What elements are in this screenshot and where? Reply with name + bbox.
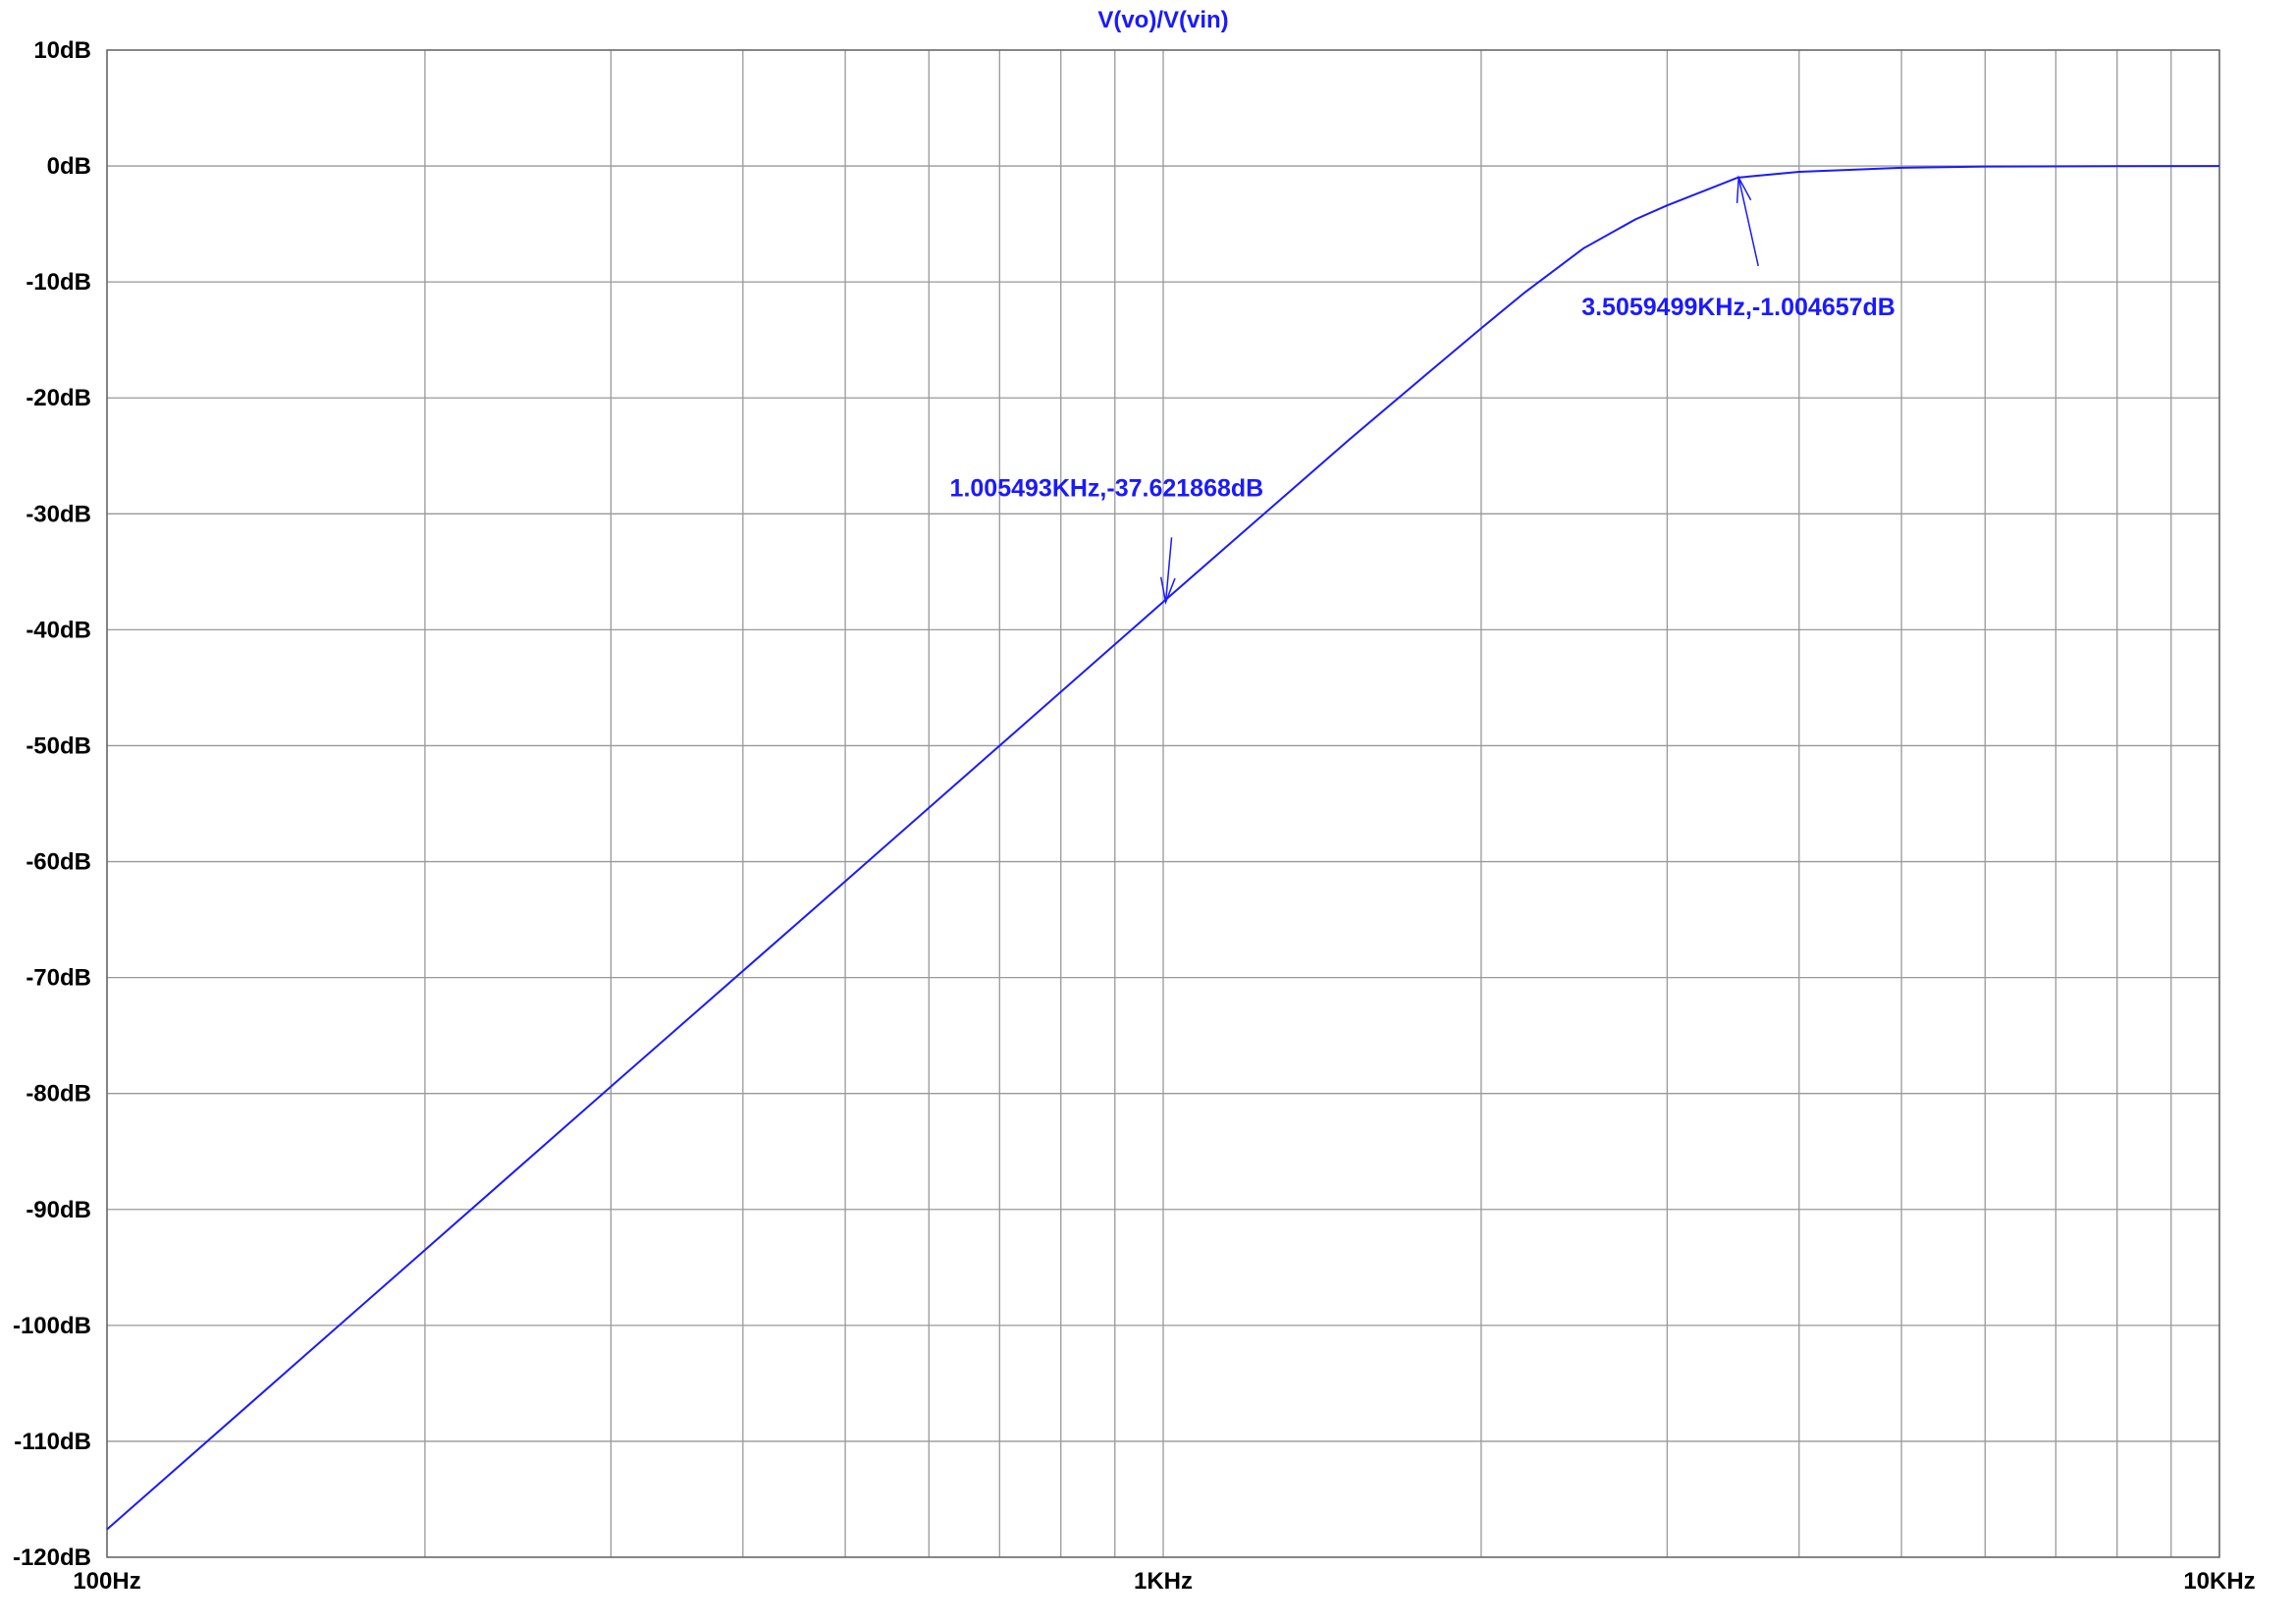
x-tick-label: 100Hz: [73, 1568, 140, 1595]
y-tick-label: -100dB: [13, 1313, 91, 1339]
y-tick-label: -110dB: [14, 1429, 91, 1455]
y-tick-label: -10dB: [26, 269, 91, 296]
x-tick-label: 1KHz: [1134, 1568, 1193, 1595]
y-tick-label: -80dB: [26, 1081, 91, 1108]
annotation-label: 1.005493KHz,-37.621868dB: [950, 474, 1264, 502]
x-tick-label: 10KHz: [2183, 1568, 2255, 1595]
annotation-arrow: [1164, 537, 1173, 603]
x-axis-tick-labels: 100Hz 1KHz 10KHz: [73, 1568, 2255, 1595]
y-tick-label: 0dB: [47, 153, 91, 180]
y-tick-label: 10dB: [33, 37, 91, 64]
series-line: [106, 165, 2220, 1531]
annotation-label: 3.5059499KHz,-1.004657dB: [1581, 294, 1896, 321]
y-tick-label: -40dB: [26, 617, 91, 643]
plot-frame: [106, 49, 2220, 1558]
y-tick-label: -50dB: [26, 732, 91, 759]
y-tick-label: -20dB: [26, 385, 91, 411]
annotations: 1.005493KHz,-37.621868dB 3.5059499KHz,-1.…: [950, 175, 1896, 606]
y-tick-label: -60dB: [26, 849, 91, 876]
chart-title: V(vo)/V(vin): [1097, 7, 1228, 33]
y-axis-tick-labels: 10dB 0dB -10dB -20dB -30dB -40dB -50dB -60dB -70…: [13, 37, 91, 1571]
y-tick-label: -30dB: [26, 501, 91, 527]
y-tick-label: -70dB: [26, 965, 91, 992]
annotation-arrow: [1737, 177, 1759, 267]
annotation-arrowhead: [1735, 175, 1752, 203]
y-tick-label: -90dB: [26, 1197, 91, 1223]
grid: [106, 49, 2220, 1558]
y-tick-label: -120dB: [13, 1544, 91, 1571]
annotation-arrowhead: [1159, 576, 1176, 606]
